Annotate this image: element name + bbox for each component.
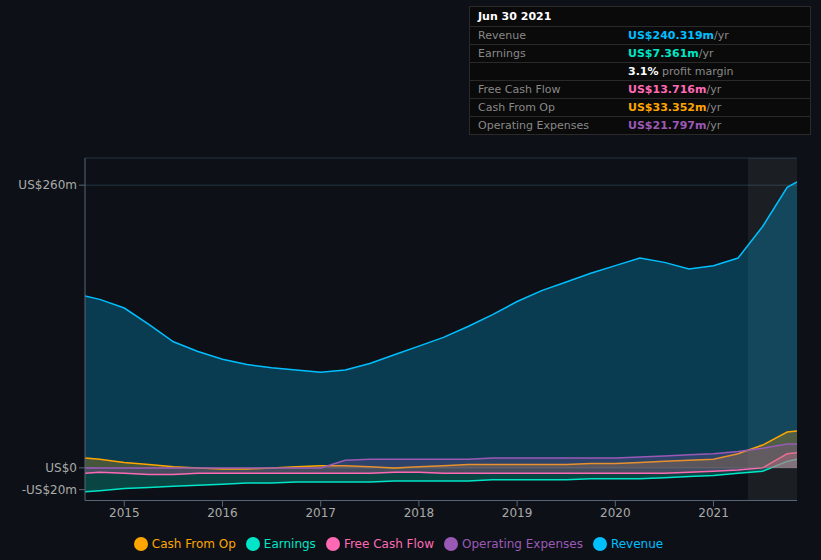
html-text:3.1% profit margin: 3.1% profit margin [628,65,734,78]
html-text:Free Cash Flow: Free Cash Flow [478,83,561,96]
html-text:Cash From Op: Cash From Op [151,536,236,551]
html-text:Revenue: Revenue [478,29,526,42]
svg-text:2017: 2017 [305,506,336,520]
html-text:Earnings: Earnings [478,47,526,60]
svg-text:2018: 2018 [404,506,435,520]
html-text:Cash From Op: Cash From Op [478,101,555,114]
html-text:Operating Expenses: Operating Expenses [462,536,583,551]
svg-text:2020: 2020 [600,506,631,520]
svg-text:US$0: US$0 [45,461,77,475]
html-text:US$240.319m /yr: US$240.319m /yr [628,29,729,42]
html-text:Operating Expenses: Operating Expenses [478,119,589,132]
svg-text:-US$20m: -US$20m [22,483,77,497]
svg-text:2016: 2016 [207,506,238,520]
svg-text:2015: 2015 [109,506,140,520]
html-text:Revenue: Revenue [610,536,664,551]
html-text:US$21.797m /yr: US$21.797m /yr [628,119,722,132]
html-text:US$7.361m /yr: US$7.361m /yr [628,47,714,60]
html-text:Free Cash Flow: Free Cash Flow [343,536,434,551]
svg-text:US$260m: US$260m [18,178,77,192]
html-text:US$33.352m /yr: US$33.352m /yr [628,101,722,114]
html-text:Earnings: Earnings [263,536,316,551]
html-text:Jun 30 2021: Jun 30 2021 [478,10,552,23]
svg-text:2019: 2019 [502,506,533,520]
html-text:US$13.716m /yr: US$13.716m /yr [628,83,722,96]
svg-text:2021: 2021 [698,506,729,520]
